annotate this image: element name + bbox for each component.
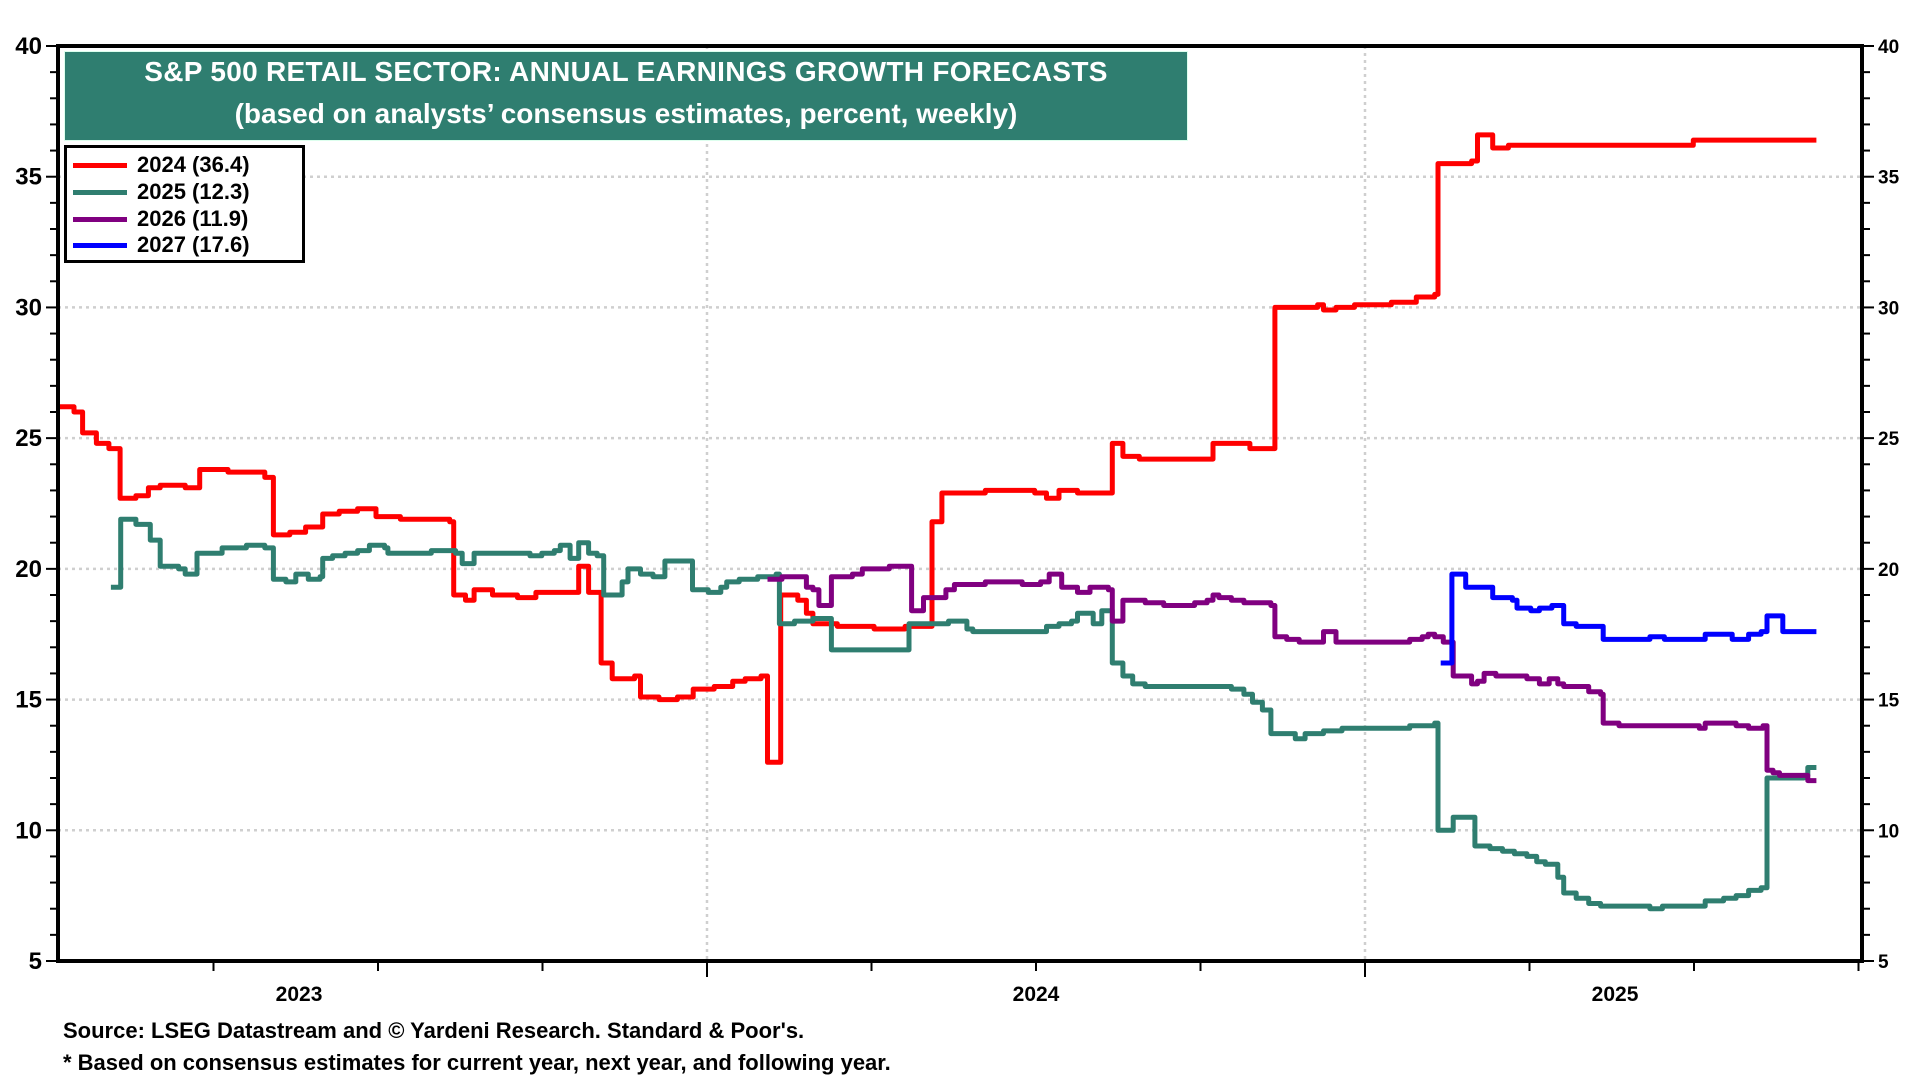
legend-item: 2027 (17.6)	[73, 232, 250, 258]
y-tick-label-right: 15	[1878, 691, 1900, 712]
x-tick-label: 2025	[1592, 983, 1639, 1006]
y-tick-label-right: 30	[1878, 298, 1899, 319]
y-tick-label-left: 30	[15, 294, 42, 321]
y-tick-label-left: 10	[15, 817, 42, 844]
legend-swatch	[73, 162, 127, 168]
y-tick-label-right: 40	[1878, 37, 1899, 58]
legend-item: 2026 (11.9)	[73, 206, 248, 232]
legend-item: 2025 (12.3)	[73, 179, 250, 205]
legend: 2024 (36.4) 2025 (12.3) 2026 (11.9) 2027…	[64, 145, 305, 263]
series-line-2025	[110, 516, 1817, 912]
legend-item: 2024 (36.4)	[73, 152, 250, 178]
y-tick-label-left: 20	[15, 556, 42, 583]
y-tick-label-right: 20	[1878, 560, 1899, 581]
series-line-2027	[1440, 571, 1817, 666]
plot-frame	[56, 44, 1864, 963]
y-tick-label-left: 5	[29, 948, 42, 975]
y-tick-label-left: 25	[15, 425, 42, 452]
y-tick-label-left: 40	[15, 33, 42, 60]
legend-swatch	[73, 216, 127, 222]
series-lines	[58, 132, 1817, 912]
legend-swatch	[73, 242, 127, 248]
legend-label: 2027 (17.6)	[137, 232, 250, 257]
series-line-2026	[767, 563, 1817, 784]
legend-label: 2025 (12.3)	[137, 179, 250, 204]
chart-title: S&P 500 RETAIL SECTOR: ANNUAL EARNINGS G…	[144, 56, 1108, 87]
y-tick-label-right: 35	[1878, 168, 1900, 189]
source-note: Source: LSEG Datastream and © Yardeni Re…	[63, 1018, 805, 1043]
chart-title-box: S&P 500 RETAIL SECTOR: ANNUAL EARNINGS G…	[64, 51, 1188, 141]
legend-label: 2024 (36.4)	[137, 152, 250, 177]
legend-label: 2026 (11.9)	[137, 206, 249, 231]
footnote: * Based on consensus estimates for curre…	[63, 1050, 891, 1075]
y-tick-label-right: 10	[1878, 821, 1899, 842]
y-tick-label-right: 5	[1878, 952, 1889, 973]
y-tick-label-right: 25	[1878, 429, 1900, 450]
gridlines	[58, 46, 1862, 961]
series-line-2024	[58, 132, 1817, 765]
y-tick-label-left: 15	[15, 687, 42, 714]
chart-subtitle: (based on analysts’ consensus estimates,…	[234, 98, 1018, 129]
x-tick-label: 2024	[1013, 983, 1060, 1006]
legend-swatch	[73, 189, 127, 195]
x-tick-label: 2023	[276, 983, 323, 1006]
y-tick-label-left: 35	[15, 164, 42, 191]
